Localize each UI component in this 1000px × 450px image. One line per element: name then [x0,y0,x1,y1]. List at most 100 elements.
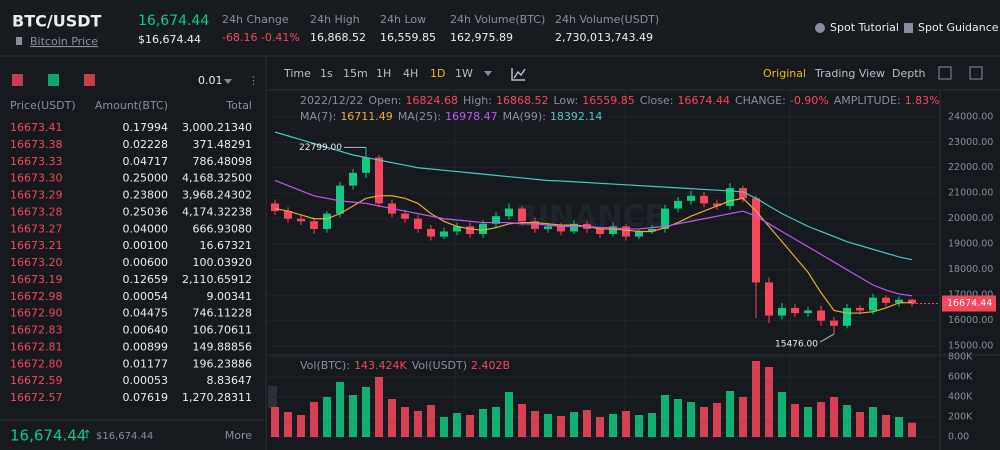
volume-bar [362,387,370,437]
interval[interactable]: Time [283,67,311,80]
candle-body [284,211,292,219]
ohlc-info: 2022/12/22 Open: 16824.68 High: 16868.52 Low:… [300,94,940,107]
ask-price: 16673.27 [10,222,63,235]
y2-tick-label: 600K [948,372,973,383]
candle-body [778,307,786,316]
annotation-high: 22799.00 [299,143,342,153]
fullscreen-icon[interactable] [938,66,952,80]
last-price-usd: $16,674.44 [138,33,201,46]
interval[interactable]: 4H [403,67,418,80]
ma-line [274,131,913,261]
book-menu[interactable]: ⋮ [248,74,259,87]
view-tab[interactable]: Depth [892,67,926,80]
interval[interactable]: 1s [320,67,333,80]
coin-link[interactable]: Bitcoin Price [30,35,98,48]
ask-total: 1,270.28311 [182,391,252,404]
indicator-icon[interactable] [511,68,526,81]
ask-total: 3,000.21340 [182,121,252,134]
interval[interactable]: 1W [455,67,473,80]
y-tick-label: 16000.00 [948,315,993,326]
ask-price: 16673.29 [10,189,63,202]
ohlc-info-label: High: [463,94,492,107]
candle-body [765,282,773,316]
volume-bar [830,397,838,437]
ask-price: 16672.90 [10,307,63,320]
ask-amount: 0.04000 [123,222,169,235]
interval[interactable]: 1D [430,67,445,80]
ask-price: 16672.83 [10,324,63,337]
interval[interactable]: 15m [343,67,368,80]
candle-body [713,203,721,206]
volume-bar [531,411,539,437]
y2-tick-label: 0.00 [948,432,969,443]
volume-bar [765,367,773,437]
volume-bar [518,404,526,437]
ask-amount: 0.00600 [123,256,169,269]
candle-body [440,231,448,237]
volume-bar [388,399,396,437]
candle-body [557,226,565,232]
symbol[interactable]: BTC/USDT [12,12,101,31]
ask-price: 16673.19 [10,273,63,286]
volume-bar [895,417,903,437]
ask-amount: 0.25036 [123,205,169,218]
ask-total: 666.93080 [193,222,253,235]
interval-arrow[interactable] [484,71,492,76]
book-column: Price(USDT) [10,99,76,112]
volume-bar [440,417,448,437]
book-mode-both[interactable] [12,74,23,86]
ma-legend-label: MA(7): [300,110,336,123]
candle-body [700,195,708,204]
candle-body [739,188,747,199]
book-more[interactable]: More [225,429,253,442]
volume-bar [622,411,630,437]
ask-price: 16673.20 [10,256,63,269]
candle-body [362,157,370,173]
volume-bar [700,407,708,437]
volume-bar [882,415,890,437]
header-link[interactable]: Spot Guidance [918,21,999,34]
vol-legend-value: 143.424K [354,359,407,372]
header-link[interactable]: Spot Tutorial [830,21,899,34]
view-tab[interactable]: Trading View [814,67,885,80]
precision-arrow[interactable] [224,79,232,84]
book-mode-bids[interactable] [48,74,59,86]
ask-total: 16.67321 [200,239,253,252]
candle-body [661,208,669,229]
price-tag: 16674.44 [947,298,992,309]
ohlc-info-value: 16559.85 [582,94,635,107]
ma-legend-label: MA(99): [503,110,546,123]
ohlc-info-label: Open: [368,94,401,107]
ask-amount: 0.04717 [123,155,169,168]
ma-legend-label: MA(25): [398,110,441,123]
volume-bar [466,415,474,437]
book-column: Total [225,99,252,112]
ask-amount: 0.25000 [123,172,169,185]
ohlc-info-date: 2022/12/22 [300,94,363,107]
volume-bar [557,416,565,437]
candle-body [596,228,604,235]
stat-label: 24h Volume(USDT) [555,13,659,26]
volume-bar [375,377,383,437]
volume-bar [726,391,734,437]
volume-bar [687,402,695,437]
ask-amount: 0.00640 [123,324,169,337]
volume-bar [661,395,669,437]
precision[interactable]: 0.01 [198,74,223,87]
volume-bar [284,412,292,437]
ask-amount: 0.12659 [123,273,169,286]
volume-bar [323,397,331,437]
candle-body [375,157,383,204]
y-tick-label: 20000.00 [948,213,993,224]
candle-body [869,297,877,311]
candle-body [466,226,474,235]
layout-icon[interactable] [969,66,983,80]
vol-legend: Vol(BTC): 143.424K Vol(USDT) 2.402B [300,359,510,372]
candle-body [531,221,539,229]
book-mode-asks[interactable] [84,74,95,86]
interval[interactable]: 1H [376,67,391,80]
volume-bar [453,413,461,437]
ask-total: 4,168.32500 [182,172,252,185]
view-tab[interactable]: Original [763,67,806,80]
ask-price: 16672.57 [10,391,63,404]
